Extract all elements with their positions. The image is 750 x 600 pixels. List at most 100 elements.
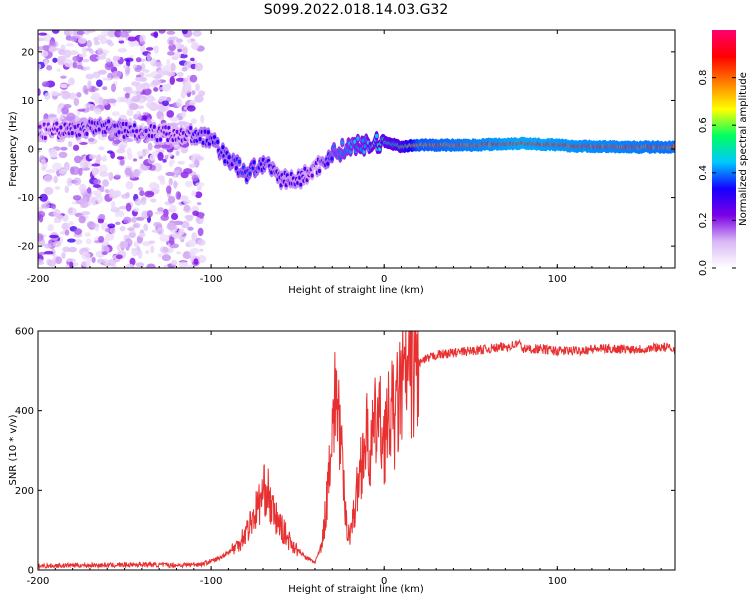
spectrogram-noise-blob <box>123 216 132 224</box>
spectrogram-noise-blob <box>169 122 179 127</box>
spectrogram-noise-blob <box>38 233 44 242</box>
spectrogram-noise-blob <box>146 210 153 218</box>
spectrogram-ridge-core <box>189 125 193 131</box>
spectrogram-noise-blob <box>188 101 196 106</box>
spectrogram-noise-blob <box>125 86 133 95</box>
spectrogram-noise-blob <box>68 50 79 56</box>
spectrogram-noise-blob <box>184 180 193 188</box>
spectrogram-noise-blob <box>117 36 124 41</box>
spectrogram-ridge-core <box>374 133 379 139</box>
spectrogram-noise-blob <box>153 222 162 227</box>
spectrogram-noise-blob <box>162 100 169 107</box>
spectrogram-noise-blob <box>176 98 183 108</box>
spectrogram-noise-blob <box>96 55 107 60</box>
spectrogram-noise-blob <box>76 64 84 70</box>
spectrogram-noise-blob <box>78 53 87 58</box>
spectrogram-noise-blob <box>93 178 102 185</box>
spectrogram-noise-blob <box>129 257 136 266</box>
spectrogram-noise-blob <box>91 163 101 167</box>
spectrogram-noise-blob <box>160 214 169 221</box>
spectrogram-noise-blob <box>72 55 80 62</box>
spectrogram-noise-blob <box>41 45 51 51</box>
spectrogram-noise-blob <box>102 155 108 161</box>
spectrogram-noise-blob <box>197 227 204 237</box>
spectrogram-ridge-core <box>97 127 101 132</box>
spectrogram-noise-blob <box>53 218 59 224</box>
spectrogram-noise-blob <box>43 243 52 249</box>
spectrogram-noise-blob <box>197 254 207 264</box>
spectrogram-noise-blob <box>62 246 70 253</box>
spectrogram-noise-blob <box>197 239 206 246</box>
spectrogram-noise-blob <box>131 81 139 87</box>
spectrogram-ridge-core <box>326 161 330 166</box>
spectrogram-noise-blob <box>175 191 181 200</box>
spectrogram-noise-blob <box>72 61 77 69</box>
spectrogram-ridge-core <box>216 139 220 144</box>
spectrogram-noise-blob <box>87 187 92 194</box>
spectrogram-noise-blob <box>49 40 56 48</box>
spectrogram-noise-blob <box>68 77 75 86</box>
spectrogram-noise-blob <box>54 186 61 190</box>
spectrogram-noise-blob <box>56 68 61 72</box>
spectrogram-noise-blob <box>64 185 70 194</box>
spectrogram-noise-blob <box>165 96 172 102</box>
spectrogram-noise-blob <box>161 83 172 92</box>
spectrogram-noise-blob <box>98 146 105 151</box>
spectrogram-noise-blob <box>78 183 87 193</box>
spectrogram-noise-blob <box>153 144 162 149</box>
spectrogram-noise-blob <box>67 238 76 243</box>
spectrogram-ridge-core <box>227 155 231 160</box>
spectrogram-noise-blob <box>184 80 192 90</box>
spectrogram-noise-blob <box>197 186 202 191</box>
spectrogram-noise-blob <box>115 221 121 225</box>
x-tick-label: 100 <box>548 274 567 285</box>
spectrogram-noise-blob <box>78 167 83 176</box>
spectrogram-noise-blob <box>85 238 92 245</box>
spectrogram-noise-blob <box>41 81 50 88</box>
spectrogram-noise-blob <box>190 154 196 163</box>
spectrogram-noise-blob <box>76 30 85 35</box>
snr-series-line <box>38 331 675 570</box>
spectrogram-noise-blob <box>87 80 92 89</box>
spectrogram-noise-blob <box>173 144 181 150</box>
spectrogram-noise-blob <box>38 214 44 223</box>
spectrogram-ridge-core <box>303 166 307 171</box>
spectrogram-noise-blob <box>177 160 186 165</box>
spectrogram-ridge-core <box>117 130 121 135</box>
spectrogram-noise-blob <box>190 57 195 62</box>
spectrogram-noise-blob <box>96 258 105 264</box>
spectrogram-ridge-core <box>166 137 170 143</box>
spectrogram-noise-blob <box>106 98 117 104</box>
spectrogram-noise-blob <box>111 201 116 210</box>
spectrogram-noise-blob <box>93 87 100 92</box>
spectrogram-noise-blob <box>135 76 145 82</box>
spectrogram-noise-blob <box>169 76 175 85</box>
spectrogram-noise-blob <box>131 216 137 223</box>
spectrogram-noise-blob <box>151 79 162 86</box>
x-tick-label: 0 <box>381 274 387 285</box>
spectrogram-noise-blob <box>86 221 95 229</box>
spectrogram-noise-blob <box>181 30 188 35</box>
spectrogram-noise-blob <box>38 46 44 51</box>
spectrogram-noise-blob <box>195 83 200 92</box>
spectrogram-noise-blob <box>61 222 70 230</box>
spectrogram-noise-blob <box>123 64 128 70</box>
spectrogram-noise-blob <box>73 155 83 164</box>
spectrogram-noise-blob <box>74 228 83 235</box>
spectrogram-noise-blob <box>67 140 73 148</box>
spectrogram-noise-blob <box>102 86 108 91</box>
spectrogram-noise-blob <box>77 108 86 112</box>
spectrogram-noise-blob <box>165 171 176 177</box>
spectrogram-noise-blob <box>38 63 42 69</box>
spectrogram-noise-blob <box>161 254 172 262</box>
spectrogram-noise-blob <box>81 260 91 268</box>
spectrogram-ridge-core <box>356 136 360 141</box>
spectrogram-noise-blob <box>98 235 105 243</box>
spectrogram-noise-blob <box>142 112 150 116</box>
spectrogram-noise-blob <box>169 116 180 122</box>
spectrogram-noise-blob <box>153 31 159 39</box>
spectrogram-noise-blob <box>166 221 177 231</box>
spectrogram-ridge-core <box>359 147 363 152</box>
spectrogram-noise-blob <box>62 215 68 222</box>
spectrogram-noise-blob <box>145 101 156 109</box>
